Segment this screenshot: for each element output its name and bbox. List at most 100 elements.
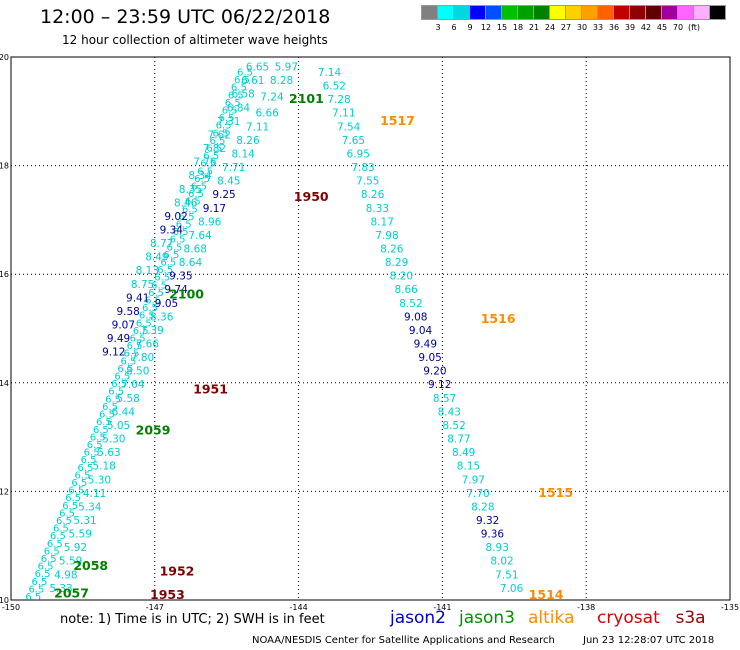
track-dense-label: 6.5	[231, 83, 247, 94]
swh-label: 5.63	[97, 447, 120, 459]
pass-time-label: 2057	[54, 585, 89, 600]
swh-label: 8.28	[270, 75, 293, 87]
mission-label-jason2: jason2	[390, 608, 446, 628]
swh-label: 9.04	[409, 325, 433, 337]
swh-label: 4.11	[83, 488, 106, 500]
track-dense-label: 6.5	[130, 334, 146, 345]
track-dense-label: 6.5	[182, 204, 198, 215]
swh-label: 9.35	[169, 271, 192, 283]
track-dense-label: 6.5	[188, 189, 204, 200]
pass-time-label: 1952	[160, 564, 195, 579]
swh-label: 5.30	[88, 474, 111, 486]
plot-frame	[10, 56, 731, 601]
colorbar-label: 39	[624, 23, 636, 32]
track-dense-label: 6.5	[41, 554, 57, 565]
pass-time-label: 1950	[294, 189, 329, 204]
swh-label: 8.52	[399, 298, 422, 310]
track-dense-label: 6.5	[127, 341, 143, 352]
colorbar-label: 42	[640, 23, 652, 32]
colorbar-label: 24	[544, 23, 556, 32]
swh-label: 8.77	[447, 434, 470, 446]
track-dense-label: 6.5	[108, 387, 124, 398]
track-dense-label: 6.5	[124, 349, 140, 360]
track-dense-label: 6.5	[111, 379, 127, 390]
swh-label: 8.64	[179, 257, 203, 269]
swh-label: 9.36	[481, 529, 505, 541]
swh-label: 8.36	[150, 311, 174, 323]
swh-label: 6.84	[227, 102, 251, 114]
y-tick-label: 14	[0, 379, 9, 388]
swh-label: 7.31	[217, 116, 240, 128]
swh-label: 9.12	[102, 347, 125, 359]
swh-label: 8.15	[457, 461, 480, 473]
mission-label-altika: altika	[528, 608, 575, 628]
swh-label: 9.74	[164, 284, 188, 296]
x-tick-label: -150	[2, 603, 20, 612]
track-dense-label: 6.5	[213, 128, 229, 139]
colorbar-label: 70	[672, 23, 684, 32]
swh-label: 9.05	[418, 352, 441, 364]
colorbar-label: 27	[560, 23, 572, 32]
colorbar-label: 3	[435, 23, 441, 32]
track-dense-label: 6.5	[102, 402, 118, 413]
swh-label: 7.70	[466, 488, 489, 500]
swh-label: 7.51	[495, 569, 518, 581]
swh-label: 8.52	[442, 420, 465, 432]
swh-label: 8.75	[131, 279, 154, 291]
swh-label: 7.06	[500, 583, 524, 595]
track-dense-label: 6.5	[237, 67, 253, 78]
track-dense-label: 6.5	[99, 410, 115, 421]
track-dense-label: 6.5	[200, 159, 216, 170]
track-dense-label: 6.5	[216, 121, 232, 132]
swh-label: 8.43	[438, 406, 461, 418]
swh-label: 7.71	[222, 162, 245, 174]
colorbar-label: 21	[528, 23, 540, 32]
swh-label: 7.54	[337, 121, 361, 133]
swh-label: 8.46	[174, 197, 198, 209]
track-dense-label: 6.5	[59, 508, 75, 519]
pass-time-label: 1517	[380, 113, 415, 128]
swh-label: 8.77	[150, 238, 173, 250]
swh-label: 7.82	[203, 143, 226, 155]
track-dense-label: 6.5	[47, 539, 63, 550]
x-tick-label: -144	[290, 603, 308, 612]
swh-label: 9.12	[428, 379, 451, 391]
track-dense-label: 6.5	[65, 493, 81, 504]
swh-label: 8.35	[179, 184, 202, 196]
colorbar-label: 18	[512, 23, 524, 32]
swh-label: 7.80	[131, 352, 154, 364]
chart-title: 12:00 – 23:59 UTC 06/22/2018	[40, 6, 331, 28]
track-dense-label: 6.5	[151, 280, 167, 291]
colorbar-label: 30	[576, 23, 588, 32]
track-dense-label: 6.5	[173, 227, 189, 238]
pass-time-label: 1514	[529, 587, 564, 602]
chart-subtitle: 12 hour collection of altimeter wave hei…	[62, 33, 328, 47]
swh-label: 5.18	[92, 461, 115, 473]
x-tick-label: -138	[577, 603, 595, 612]
x-tick-label: -147	[146, 603, 164, 612]
track-dense-label: 6.5	[81, 455, 97, 466]
swh-label: 8.20	[390, 271, 413, 283]
track-dense-label: 6.5	[203, 151, 219, 162]
track-dense-label: 6.5	[194, 174, 210, 185]
pass-time-label: 2101	[289, 91, 324, 106]
pass-time-label: 2100	[169, 287, 204, 302]
y-tick-label: 20	[0, 53, 9, 62]
y-tick-label: 10	[0, 596, 9, 605]
swh-label: 6.66	[255, 108, 279, 120]
swh-label: 8.13	[136, 265, 159, 277]
track-dense-label: 6.5	[68, 486, 84, 497]
swh-label: 8.45	[217, 176, 240, 188]
swh-label: 8.96	[198, 216, 222, 228]
swh-label: 5.92	[64, 542, 87, 554]
y-tick-label: 12	[0, 487, 9, 496]
colorbar-label: 9	[467, 23, 473, 32]
swh-label: 9.20	[423, 366, 446, 378]
track-dense-label: 6.5	[74, 470, 90, 481]
track-dense-label: 6.5	[114, 372, 130, 383]
swh-label: 5.33	[49, 583, 72, 595]
y-tick-label: 16	[0, 270, 9, 279]
swh-label: 6.52	[323, 81, 346, 93]
track-dense-label: 6.5	[120, 356, 136, 367]
swh-label: 7.97	[462, 474, 485, 486]
